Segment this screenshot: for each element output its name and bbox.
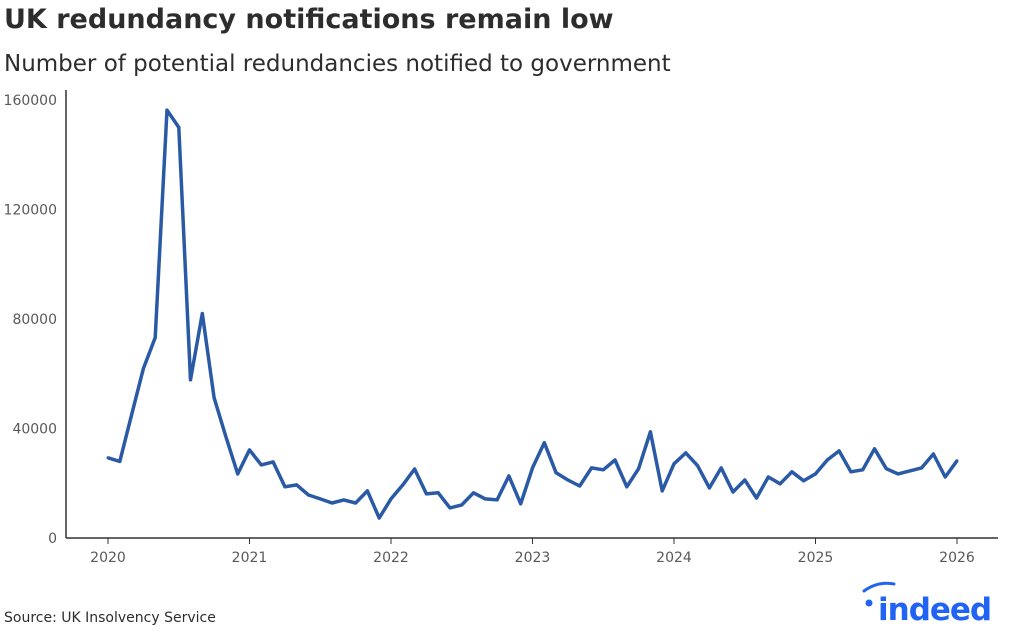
- data-point-2024-02: [684, 451, 688, 455]
- data-point-2025-05: [861, 468, 865, 472]
- y-tick-label: 40000: [12, 422, 57, 438]
- data-point-2023-05: [578, 484, 582, 488]
- data-point-2024-09: [766, 475, 770, 479]
- data-point-2021-07: [318, 497, 322, 501]
- x-ticks: 2020 2021 2022 2023 2024 2025 2026: [90, 538, 975, 566]
- data-point-2022-12: [519, 502, 523, 506]
- data-point-2021-08: [330, 501, 334, 505]
- data-point-2021-06: [306, 493, 310, 497]
- data-point-2022-07: [460, 503, 464, 507]
- data-point-2021-02: [259, 463, 263, 467]
- data-point-2022-09: [483, 497, 487, 501]
- data-point-2025-01: [814, 472, 817, 476]
- data-point-2025-09: [908, 469, 912, 473]
- data-point-2024-04: [707, 486, 711, 490]
- data-point-2023-07: [601, 468, 605, 472]
- data-point-2023-02: [542, 441, 546, 445]
- data-point-2021-04: [283, 485, 287, 489]
- x-tick-label: 2024: [656, 550, 692, 566]
- data-point-2023-10: [637, 467, 641, 471]
- y-tick-label: 80000: [12, 312, 57, 328]
- data-points: [106, 108, 959, 520]
- x-tick-label: 2020: [90, 550, 126, 566]
- data-point-2022-06: [448, 506, 452, 510]
- data-point-2024-07: [743, 478, 747, 482]
- y-tick-label: 120000: [4, 203, 57, 219]
- data-point-2023-08: [613, 458, 617, 462]
- data-point-2021-12: [377, 516, 381, 520]
- source-note: Source: UK Insolvency Service: [4, 610, 216, 626]
- data-point-2025-06: [872, 447, 876, 451]
- data-point-2025-10: [920, 466, 924, 470]
- data-point-2021-11: [365, 489, 369, 493]
- y-ticks: 0 40000 80000 120000 160000: [4, 93, 57, 547]
- x-tick-label: 2025: [798, 550, 834, 566]
- y-tick-label: 0: [48, 531, 57, 547]
- data-point-2021-05: [295, 483, 299, 487]
- data-point-2022-01: [389, 497, 393, 501]
- logo-text: indeed: [878, 592, 992, 628]
- data-point-2023-01: [531, 466, 534, 470]
- data-point-2021-03: [271, 460, 275, 464]
- data-point-2022-04: [424, 492, 428, 496]
- data-point-2023-12: [660, 489, 664, 493]
- data-point-2024-10: [778, 482, 782, 486]
- x-tick-label: 2026: [939, 550, 975, 566]
- series-line: [107, 108, 959, 520]
- data-point-2020-01: [106, 456, 110, 460]
- data-point-2024-05: [719, 466, 723, 470]
- data-point-2023-04: [566, 478, 570, 482]
- logo-dot-icon: [865, 599, 873, 607]
- data-point-2024-03: [696, 464, 700, 468]
- data-point-2023-09: [625, 485, 629, 489]
- data-point-2025-11: [931, 452, 935, 456]
- data-point-2020-09: [200, 312, 204, 316]
- data-point-2020-11: [224, 435, 228, 439]
- data-point-2026-01: [955, 459, 959, 463]
- data-point-2020-06: [165, 108, 169, 112]
- data-point-2021-09: [342, 498, 346, 502]
- data-point-2022-03: [413, 467, 417, 471]
- data-point-2025-08: [896, 472, 900, 476]
- data-point-2022-02: [401, 483, 405, 487]
- data-point-2025-12: [943, 475, 947, 479]
- data-point-2023-06: [589, 466, 593, 470]
- x-tick-label: 2023: [515, 550, 551, 566]
- data-point-2022-11: [507, 474, 511, 478]
- data-point-2025-02: [825, 458, 829, 462]
- data-point-2024-11: [790, 470, 794, 474]
- data-point-2024-08: [755, 496, 759, 500]
- data-point-2025-07: [884, 467, 888, 471]
- data-point-2025-04: [849, 470, 853, 474]
- data-point-2024-12: [802, 479, 806, 483]
- data-point-2023-03: [554, 471, 558, 475]
- chart-subtitle: Number of potential redundancies notifie…: [4, 51, 671, 77]
- data-point-2020-02: [118, 459, 122, 463]
- data-point-2020-03: [130, 413, 134, 417]
- indeed-logo: indeed: [856, 580, 996, 632]
- chart-title: UK redundancy notifications remain low: [4, 4, 614, 35]
- data-point-2022-08: [472, 491, 476, 495]
- data-point-2020-04: [141, 367, 145, 371]
- line-chart: 0 40000 80000 120000 160000 2020 2021 2022 2023…: [4, 90, 998, 566]
- data-point-2022-05: [436, 491, 440, 495]
- data-point-2020-07: [177, 125, 181, 129]
- y-tick-label: 160000: [4, 93, 57, 109]
- data-point-2020-10: [212, 396, 216, 400]
- x-tick-label: 2021: [232, 550, 268, 566]
- data-point-2024-06: [731, 490, 735, 494]
- logo-arc-icon: [862, 581, 896, 593]
- data-point-2021-10: [354, 501, 358, 505]
- data-point-2020-08: [189, 378, 193, 382]
- data-point-2020-05: [153, 336, 157, 340]
- data-point-2025-03: [837, 449, 841, 453]
- x-tick-label: 2022: [373, 550, 409, 566]
- data-point-2023-11: [648, 430, 652, 434]
- data-point-2020-12: [236, 472, 240, 476]
- data-point-2022-10: [495, 498, 499, 502]
- data-point-2021-01: [248, 448, 251, 452]
- data-point-2024-01: [672, 462, 676, 466]
